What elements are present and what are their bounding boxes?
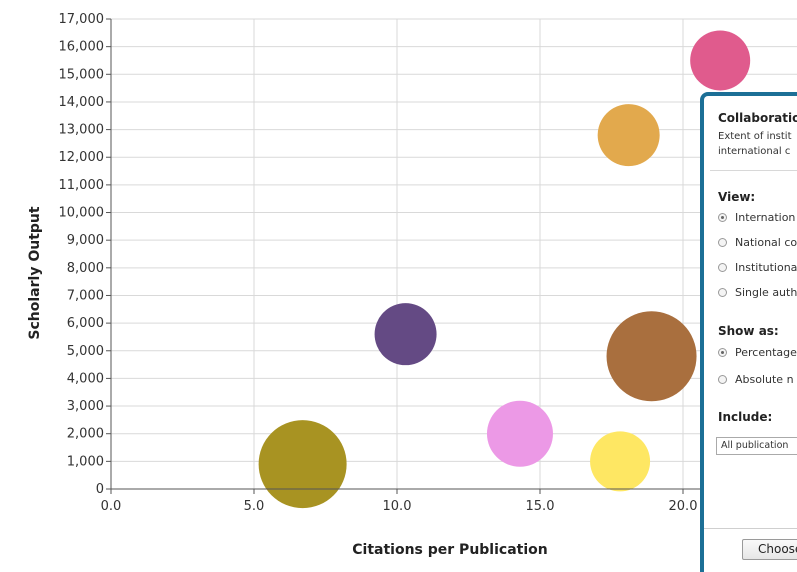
show-as-section-label: Show as: bbox=[718, 324, 779, 338]
bubble bbox=[259, 420, 347, 508]
y-tick-label: 5,000 bbox=[67, 344, 104, 359]
y-tick-label: 12,000 bbox=[59, 150, 105, 165]
y-tick-labels: 0 1,000 2,000 3,000 4,000 5,000 6,000 7,000 8,00… bbox=[59, 12, 105, 497]
x-tick-label: 0.0 bbox=[101, 499, 122, 514]
radio-selected-icon bbox=[718, 213, 727, 222]
panel-description-line-1: Extent of instit bbox=[718, 129, 792, 144]
y-tick-label: 8,000 bbox=[67, 261, 104, 276]
view-section-label: View: bbox=[718, 190, 755, 204]
bubble-chart: 0.05.010.015.020.02 01,0002,0003,0004,00… bbox=[0, 0, 797, 559]
show-as-option-absolute[interactable]: Absolute n bbox=[718, 371, 794, 387]
y-axis-title: Scholarly Output bbox=[27, 206, 43, 339]
radio-unselected-icon bbox=[718, 375, 727, 384]
y-tick-label: 3,000 bbox=[67, 399, 104, 414]
view-option-label: National co bbox=[735, 236, 797, 249]
view-option-single-author[interactable]: Single auth bbox=[718, 284, 797, 300]
x-tick-label: 15.0 bbox=[526, 499, 555, 514]
y-tick-label: 2,000 bbox=[67, 427, 104, 442]
y-tick-label: 14,000 bbox=[59, 95, 105, 110]
include-select[interactable]: All publication bbox=[716, 437, 797, 455]
y-tick-label: 6,000 bbox=[67, 316, 104, 331]
x-tick-labels: 0.05.010.015.020.02 bbox=[101, 499, 797, 514]
choose-button[interactable]: Choose bbox=[742, 539, 797, 560]
bubble bbox=[607, 311, 697, 401]
include-section-label: Include: bbox=[718, 410, 772, 424]
y-tick-label: 0 bbox=[96, 482, 104, 497]
radio-unselected-icon bbox=[718, 238, 727, 247]
view-option-institutional[interactable]: Institutiona bbox=[718, 259, 797, 275]
axes bbox=[106, 19, 797, 494]
y-tick-label: 15,000 bbox=[59, 67, 105, 82]
show-as-option-label: Absolute n bbox=[735, 373, 794, 386]
view-option-label: Institutiona bbox=[735, 261, 797, 274]
bubble bbox=[690, 30, 750, 90]
bubble bbox=[590, 431, 650, 491]
collaboration-panel: Collaboratio Extent of instit internatio… bbox=[700, 92, 797, 572]
bubble bbox=[487, 401, 553, 467]
panel-divider bbox=[710, 170, 797, 171]
radio-unselected-icon bbox=[718, 263, 727, 272]
y-tick-label: 1,000 bbox=[67, 454, 104, 469]
y-tick-label: 11,000 bbox=[59, 178, 105, 193]
y-tick-label: 17,000 bbox=[59, 12, 105, 27]
y-tick-label: 4,000 bbox=[67, 371, 104, 386]
x-tick-label: 10.0 bbox=[383, 499, 412, 514]
panel-description-line-2: international c bbox=[718, 144, 790, 159]
view-option-international[interactable]: Internation bbox=[718, 209, 795, 225]
x-axis-title: Citations per Publication bbox=[352, 542, 547, 558]
view-option-national[interactable]: National co bbox=[718, 234, 797, 250]
y-tick-label: 9,000 bbox=[67, 233, 104, 248]
show-as-option-label: Percentage bbox=[735, 346, 797, 359]
panel-title: Collaboratio bbox=[718, 111, 797, 125]
y-tick-label: 7,000 bbox=[67, 288, 104, 303]
x-tick-label: 20.0 bbox=[669, 499, 698, 514]
bubble bbox=[375, 303, 437, 365]
radio-unselected-icon bbox=[718, 288, 727, 297]
view-option-label: Internation bbox=[735, 211, 795, 224]
grid-lines bbox=[111, 19, 797, 489]
panel-footer-divider bbox=[704, 528, 797, 529]
bubble bbox=[598, 104, 660, 166]
y-tick-label: 13,000 bbox=[59, 123, 105, 138]
radio-selected-icon bbox=[718, 348, 727, 357]
view-option-label: Single auth bbox=[735, 286, 797, 299]
y-tick-label: 16,000 bbox=[59, 40, 105, 55]
x-tick-label: 5.0 bbox=[244, 499, 265, 514]
show-as-option-percentage[interactable]: Percentage bbox=[718, 344, 797, 360]
y-tick-label: 10,000 bbox=[59, 206, 105, 221]
